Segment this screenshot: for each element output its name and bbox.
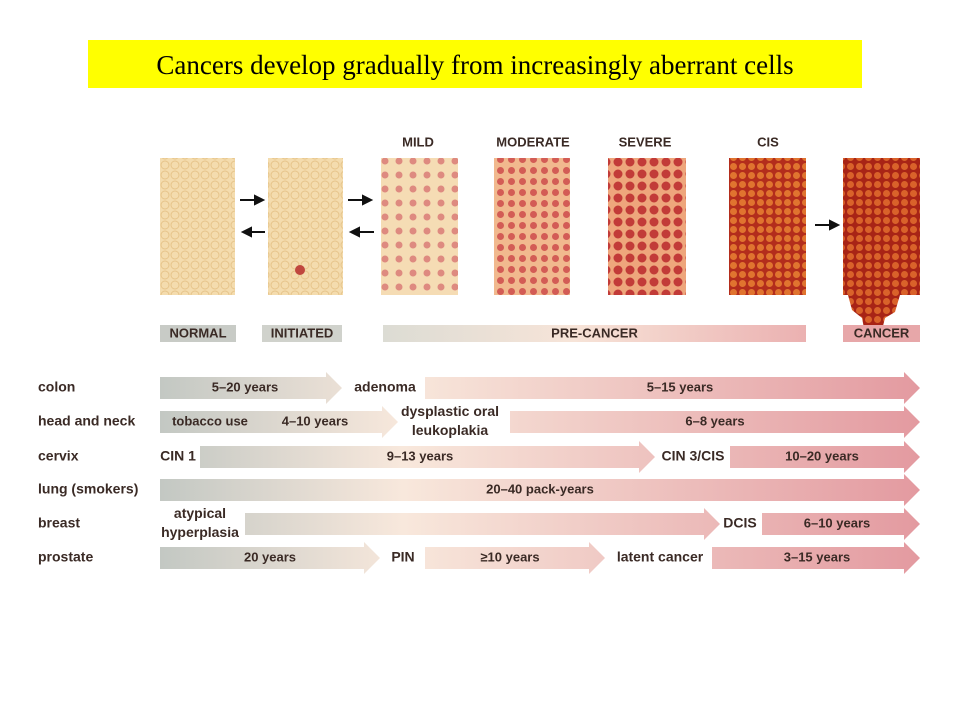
transition-arrows <box>240 194 841 238</box>
timeline-arrow <box>245 508 720 540</box>
diagram: MILD MODERATE SEVERE CIS NORMAL INITIATED PRE-… <box>38 134 920 574</box>
stage-name: PIN <box>391 549 414 565</box>
arrow-label: 20–40 pack-years <box>486 481 594 496</box>
row-label: colon <box>38 379 75 395</box>
stage-name: hyperplasia <box>161 524 239 540</box>
timeline-arrow <box>160 474 920 506</box>
timeline-arrow <box>712 542 920 574</box>
arrow-label: 20 years <box>244 549 296 564</box>
arrow-label: ≥10 years <box>480 549 539 564</box>
row-label: lung (smokers) <box>38 481 138 497</box>
stage-name: CIN 1 <box>160 448 196 464</box>
arrow-label: 5–20 years <box>212 379 279 394</box>
title: Cancers develop gradually from increasin… <box>156 50 793 80</box>
stage-label: PRE-CANCER <box>551 325 638 340</box>
row-label: breast <box>38 515 80 531</box>
stage-name: atypical <box>174 505 226 521</box>
arrow-label: 6–8 years <box>685 413 744 428</box>
arrow-label: 3–15 years <box>784 549 851 564</box>
timeline-arrow <box>160 406 398 438</box>
arrow-label: 5–15 years <box>647 379 714 394</box>
grade-label: MODERATE <box>496 134 570 149</box>
timeline-arrow <box>160 372 342 404</box>
arrow-label: 6–10 years <box>804 515 871 530</box>
row-label: cervix <box>38 448 79 464</box>
stage-bar <box>262 325 342 342</box>
stage-bar <box>843 325 920 342</box>
stage-name: latent cancer <box>617 549 704 565</box>
stage-name: CIN 3/CIS <box>661 448 724 464</box>
arrow-label: 10–20 years <box>785 448 859 463</box>
grade-label: MILD <box>402 134 434 149</box>
stage-bar <box>160 325 236 342</box>
stage-name: leukoplakia <box>412 422 488 438</box>
row-label: prostate <box>38 549 93 565</box>
title-box <box>88 40 862 88</box>
grade-label: SEVERE <box>619 134 672 149</box>
arrow-label: 4–10 years <box>282 413 349 428</box>
timeline-arrow <box>730 441 920 473</box>
row-label: head and neck <box>38 413 135 429</box>
grade-label: CIS <box>757 134 779 149</box>
timeline-arrow <box>160 542 380 574</box>
stage-name: adenoma <box>354 379 416 395</box>
stage-name: DCIS <box>723 515 756 531</box>
stage-label: INITIATED <box>271 325 334 340</box>
timeline-arrow <box>425 372 920 404</box>
stage-label: NORMAL <box>169 325 226 340</box>
timeline-arrow <box>510 406 920 438</box>
timeline-arrow <box>762 508 920 540</box>
tissue-panels <box>160 158 920 338</box>
timeline-arrow <box>425 542 605 574</box>
timeline-arrow <box>200 441 655 473</box>
stage-label: CANCER <box>854 325 910 340</box>
arrow-label: tobacco use <box>172 413 248 428</box>
arrow-label: 9–13 years <box>387 448 454 463</box>
stage-bar <box>383 325 806 342</box>
stage-name: dysplastic oral <box>401 403 499 419</box>
